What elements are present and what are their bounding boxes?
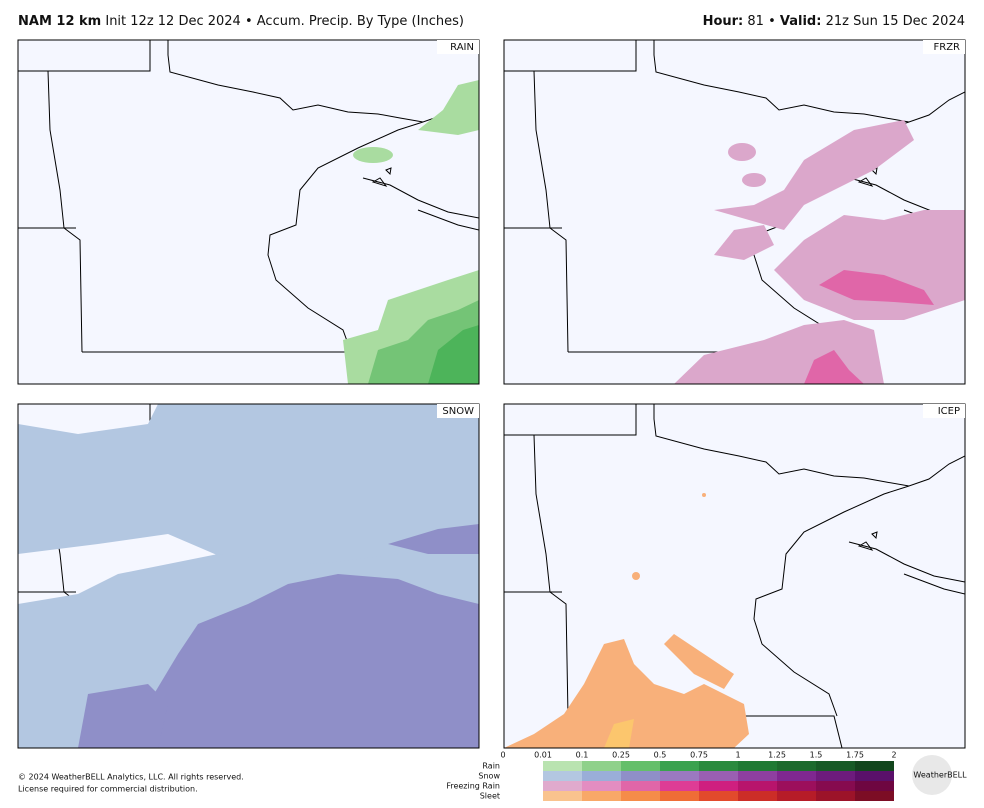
legend-cell bbox=[738, 771, 777, 781]
legend-cell bbox=[699, 781, 738, 791]
legend-cell bbox=[660, 781, 699, 791]
legend-tick: 0.25 bbox=[612, 751, 630, 760]
init: Init 12z 12 Dec 2024 • Accum. Precip. By… bbox=[105, 14, 464, 29]
legend-cell bbox=[855, 781, 894, 791]
panel-label: RAIN bbox=[450, 42, 474, 53]
legend-cell bbox=[816, 781, 855, 791]
valid-value: 21z Sun 15 Dec 2024 bbox=[826, 14, 965, 29]
legend-cell bbox=[855, 761, 894, 771]
legend-tick: 1.5 bbox=[810, 751, 823, 760]
legend-cell bbox=[660, 791, 699, 801]
panel-icep: ICEP bbox=[503, 403, 966, 749]
legend-cell bbox=[699, 771, 738, 781]
legend-cell bbox=[738, 781, 777, 791]
legend-cell bbox=[543, 771, 582, 781]
legend-row-label: Snow bbox=[478, 772, 500, 781]
legend-tick: 0.01 bbox=[534, 751, 552, 760]
legend-cell bbox=[855, 771, 894, 781]
legend-cell bbox=[582, 791, 621, 801]
model: NAM 12 km bbox=[18, 14, 101, 29]
panel-label: ICEP bbox=[938, 406, 960, 417]
legend-cell bbox=[699, 791, 738, 801]
legend-row-label: Sleet bbox=[480, 792, 500, 801]
legend-tick: 0.75 bbox=[690, 751, 708, 760]
legend-cell bbox=[621, 791, 660, 801]
legend-cell bbox=[777, 761, 816, 771]
license: License required for commercial distribu… bbox=[18, 785, 198, 794]
legend-cell bbox=[660, 771, 699, 781]
legend-cell bbox=[621, 781, 660, 791]
panel-frzr: FRZR bbox=[503, 39, 966, 385]
legend-cell bbox=[543, 791, 582, 801]
legend-cell bbox=[777, 781, 816, 791]
legend-cell bbox=[582, 771, 621, 781]
hour-value: 81 • bbox=[747, 14, 775, 29]
valid-label: Valid: bbox=[780, 14, 822, 29]
legend-cell bbox=[777, 771, 816, 781]
legend-cell bbox=[660, 761, 699, 771]
legend-tick: 0.5 bbox=[654, 751, 667, 760]
header-right: Hour: 81 • Valid: 21z Sun 15 Dec 2024 bbox=[703, 14, 965, 29]
legend-cell bbox=[621, 771, 660, 781]
legend-cell bbox=[582, 781, 621, 791]
legend-cell bbox=[582, 761, 621, 771]
panel-snow: SNOW bbox=[17, 403, 480, 749]
legend-tick: 1.25 bbox=[768, 751, 786, 760]
legend-tick: 1 bbox=[735, 751, 740, 760]
legend-cell bbox=[699, 761, 738, 771]
legend-row-label: Freezing Rain bbox=[446, 782, 500, 791]
legend-cell bbox=[543, 761, 582, 771]
legend-row-label: Rain bbox=[482, 762, 500, 771]
legend-cell bbox=[855, 791, 894, 801]
legend-tick: 2 bbox=[891, 751, 896, 760]
panel-label: SNOW bbox=[442, 406, 474, 417]
logo: WeatherBELL bbox=[913, 771, 967, 780]
hour-label: Hour: bbox=[703, 14, 744, 29]
legend-cell bbox=[816, 771, 855, 781]
header: NAM 12 km Init 12z 12 Dec 2024 • Accum. … bbox=[18, 14, 464, 29]
copyright: © 2024 WeatherBELL Analytics, LLC. All r… bbox=[18, 773, 244, 782]
legend-cell bbox=[621, 761, 660, 771]
logo-mark bbox=[912, 755, 952, 795]
legend: 0 0.01 0.1 0.25 0.5 0.75 1 1.25 1.5 1.75 2 RainSnow… bbox=[446, 751, 897, 801]
legend-cell bbox=[543, 781, 582, 791]
panel-rain: RAIN bbox=[17, 39, 480, 385]
legend-tick: 0 bbox=[500, 751, 505, 760]
legend-cell bbox=[816, 761, 855, 771]
legend-cell bbox=[738, 761, 777, 771]
legend-tick: 0.1 bbox=[576, 751, 589, 760]
legend-cell bbox=[816, 791, 855, 801]
legend-tick: 1.75 bbox=[846, 751, 864, 760]
legend-cell bbox=[777, 791, 816, 801]
legend-cell bbox=[738, 791, 777, 801]
panel-label: FRZR bbox=[934, 42, 961, 53]
